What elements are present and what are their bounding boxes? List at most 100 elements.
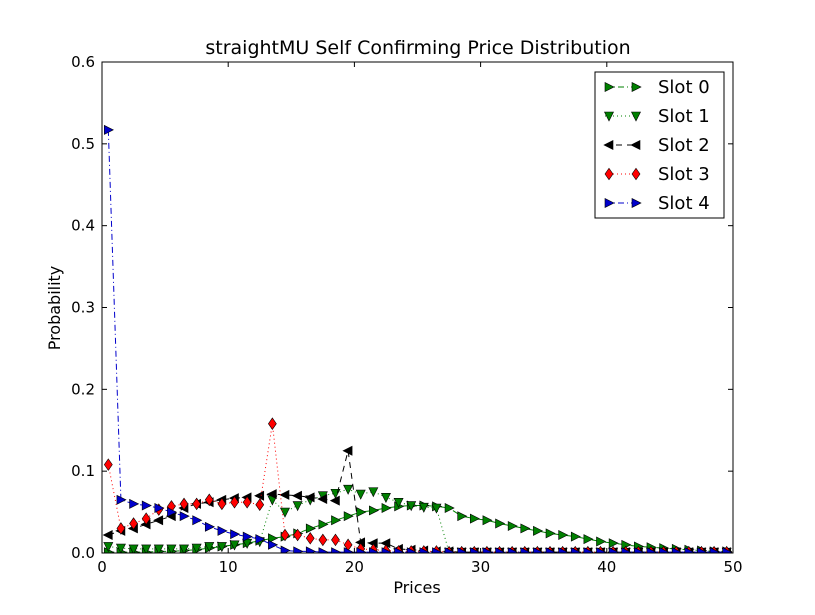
data-point bbox=[167, 507, 178, 518]
data-point bbox=[103, 458, 113, 471]
legend-label: Slot 1 bbox=[658, 106, 710, 127]
data-point bbox=[116, 494, 127, 505]
data-point bbox=[355, 489, 366, 500]
data-point bbox=[204, 542, 215, 553]
data-point bbox=[406, 547, 417, 553]
data-point bbox=[369, 547, 380, 553]
data-point bbox=[268, 539, 279, 550]
data-point bbox=[381, 503, 392, 513]
data-point bbox=[116, 522, 126, 535]
data-point bbox=[469, 547, 480, 553]
data-point bbox=[191, 543, 202, 553]
data-point bbox=[166, 544, 177, 553]
data-point bbox=[343, 511, 354, 522]
data-point bbox=[230, 529, 241, 540]
data-point bbox=[356, 547, 367, 553]
data-point bbox=[608, 547, 619, 553]
data-point bbox=[495, 518, 506, 529]
data-point bbox=[482, 547, 493, 553]
data-point bbox=[192, 515, 203, 526]
axis-ticks: 0 10 20 30 40 50 0.0 0.1 0.2 0.3 0.4 0.5 0.6 bbox=[71, 53, 742, 576]
data-point bbox=[255, 534, 266, 545]
data-point bbox=[671, 547, 682, 553]
legend-entry: Slot 4 bbox=[604, 193, 710, 214]
data-point bbox=[545, 547, 556, 553]
data-point bbox=[141, 512, 151, 525]
x-axis-title: Prices bbox=[393, 578, 440, 597]
data-point bbox=[419, 547, 430, 553]
plot-area bbox=[102, 124, 733, 553]
data-point bbox=[153, 515, 164, 526]
data-point bbox=[268, 533, 279, 544]
data-point bbox=[293, 528, 302, 542]
legend-entry: Slot 2 bbox=[603, 135, 710, 156]
legend: Slot 0 Slot 1 Slot 2 Slot 3 Slot 4 bbox=[594, 71, 725, 219]
data-point bbox=[179, 511, 190, 522]
x-tick-label: 40 bbox=[597, 558, 616, 576]
data-point bbox=[342, 445, 353, 456]
legend-label: Slot 4 bbox=[658, 193, 710, 214]
data-point bbox=[216, 542, 227, 553]
data-point bbox=[329, 495, 340, 506]
data-point bbox=[406, 501, 417, 512]
data-point bbox=[520, 523, 531, 534]
legend-marker bbox=[604, 82, 615, 92]
legend-label: Slot 0 bbox=[658, 77, 710, 98]
data-point bbox=[394, 547, 405, 553]
legend-entry: Slot 0 bbox=[604, 77, 710, 98]
data-point bbox=[230, 495, 239, 509]
data-point bbox=[141, 500, 152, 511]
series-4 bbox=[104, 124, 733, 553]
data-point bbox=[102, 530, 113, 540]
data-point bbox=[545, 528, 556, 539]
legend-marker bbox=[631, 111, 641, 122]
data-point bbox=[444, 503, 455, 513]
data-point bbox=[154, 503, 165, 513]
data-point bbox=[331, 515, 342, 526]
x-tick-label: 20 bbox=[345, 558, 364, 576]
data-point bbox=[558, 547, 569, 553]
data-point bbox=[368, 487, 379, 498]
data-point bbox=[533, 525, 544, 536]
legend-label: Slot 2 bbox=[658, 135, 710, 156]
data-point bbox=[457, 511, 468, 522]
data-point bbox=[305, 531, 315, 545]
data-point bbox=[141, 544, 152, 553]
data-point bbox=[684, 547, 695, 553]
x-tick-label: 0 bbox=[97, 558, 107, 576]
data-point bbox=[217, 497, 227, 511]
data-point bbox=[255, 498, 265, 511]
data-point bbox=[331, 533, 340, 547]
data-point bbox=[304, 492, 315, 503]
data-point bbox=[457, 547, 468, 553]
data-point bbox=[431, 503, 442, 514]
data-point bbox=[507, 547, 518, 553]
legend-entry: Slot 1 bbox=[604, 106, 710, 127]
data-point bbox=[279, 489, 290, 500]
data-point bbox=[393, 497, 404, 508]
y-tick-label: 0.0 bbox=[71, 544, 95, 562]
data-point bbox=[266, 489, 277, 500]
data-point bbox=[280, 528, 290, 542]
data-point bbox=[318, 547, 329, 553]
data-point bbox=[570, 531, 581, 542]
legend-marker bbox=[630, 140, 641, 150]
data-point bbox=[722, 547, 733, 553]
data-point bbox=[268, 417, 277, 430]
y-tick-label: 0.2 bbox=[71, 380, 95, 398]
data-point bbox=[280, 507, 290, 518]
legend-marker bbox=[631, 82, 642, 92]
chart-title: straightMU Self Confirming Price Distrib… bbox=[205, 37, 630, 59]
data-point bbox=[128, 544, 139, 553]
data-point bbox=[305, 546, 316, 553]
data-point bbox=[103, 542, 114, 553]
data-point bbox=[343, 547, 354, 553]
data-point bbox=[242, 495, 252, 509]
data-point bbox=[305, 523, 316, 534]
data-point bbox=[558, 530, 569, 540]
data-point bbox=[381, 547, 392, 553]
data-point bbox=[229, 540, 240, 551]
legend-label: Slot 3 bbox=[658, 164, 710, 185]
data-point bbox=[583, 534, 594, 545]
data-point bbox=[192, 497, 202, 511]
